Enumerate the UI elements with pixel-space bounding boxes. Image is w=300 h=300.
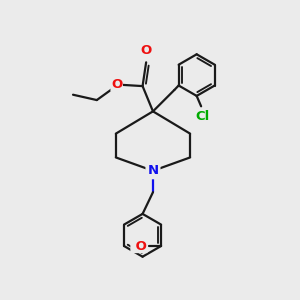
Text: N: N [147,164,158,177]
Text: Cl: Cl [196,110,210,123]
Text: O: O [131,239,147,253]
Text: O: O [140,44,152,57]
Text: H: H [136,239,147,253]
Text: O: O [111,78,122,91]
